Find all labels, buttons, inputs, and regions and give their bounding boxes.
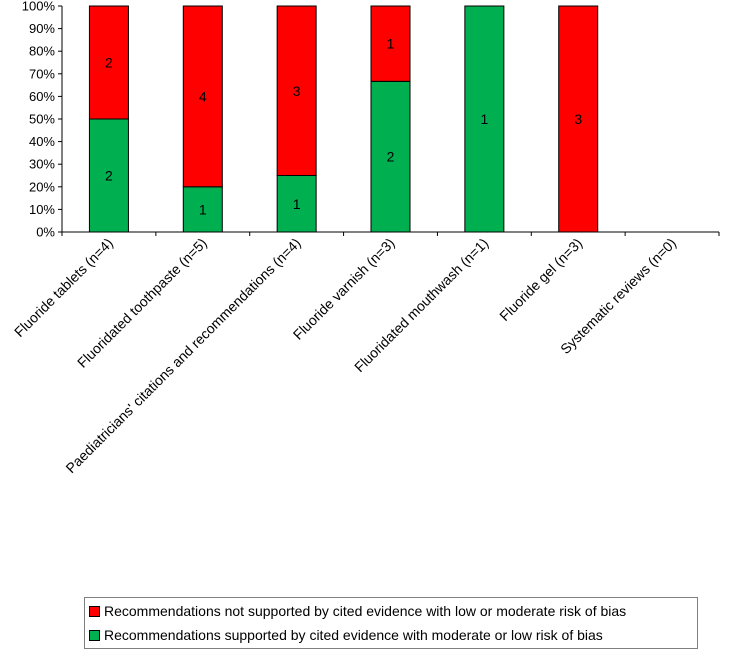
- data-label: 1: [199, 201, 207, 217]
- x-category-label: Fluoride varnish (n=3): [290, 235, 398, 343]
- data-label: 1: [480, 111, 488, 127]
- y-axis: 0% 10% 20% 30% 40% 50% 60% 70% 80% 90% 100%: [22, 0, 63, 240]
- bar-segment-supported: [464, 5, 505, 233]
- bars: 2 2 1 4 1 3 2 1 1 3: [88, 5, 599, 233]
- bar-segment-not-supported: [88, 5, 129, 120]
- y-tick-label: 30%: [29, 157, 55, 172]
- legend-label-not-supported: Recommendations not supported by cited e…: [104, 603, 627, 619]
- x-axis: Fluoride tablets (n=4)Fluoridated toothp…: [11, 231, 720, 476]
- y-tick-label: 0%: [36, 225, 55, 240]
- bar-segment-not-supported: [558, 5, 599, 233]
- bar-segment-not-supported: [370, 5, 411, 82]
- legend-item-supported: Recommendations supported by cited evide…: [89, 625, 603, 645]
- y-tick-label: 60%: [29, 89, 55, 104]
- data-label: 3: [574, 111, 582, 127]
- legend-label-supported: Recommendations supported by cited evide…: [104, 627, 603, 643]
- legend: Recommendations not supported by cited e…: [84, 597, 698, 649]
- bar-segment-not-supported: [276, 5, 317, 176]
- data-label: 3: [293, 83, 301, 99]
- x-category-label: Fluoride tablets (n=4): [11, 235, 116, 340]
- y-tick-label: 80%: [29, 44, 55, 59]
- y-tick-label: 70%: [29, 66, 55, 81]
- legend-item-not-supported: Recommendations not supported by cited e…: [89, 601, 626, 621]
- y-tick-label: 10%: [29, 202, 55, 217]
- data-label: 1: [293, 196, 301, 212]
- data-label: 2: [105, 168, 113, 184]
- bar-segment-not-supported: [182, 5, 223, 188]
- data-label: 2: [105, 55, 113, 71]
- data-label: 2: [387, 149, 395, 165]
- y-tick-label: 100%: [22, 0, 56, 14]
- stacked-bar-chart: 0% 10% 20% 30% 40% 50% 60% 70% 80% 90% 100% 2 2 1 4 1 3…: [11, 0, 720, 476]
- bar-segment-supported: [370, 80, 411, 233]
- y-tick-label: 20%: [29, 179, 55, 194]
- legend-swatch-supported: [89, 629, 100, 641]
- y-tick-label: 50%: [29, 112, 55, 127]
- data-label: 4: [199, 88, 207, 104]
- y-tick-label: 40%: [29, 134, 55, 149]
- bar-segment-supported: [88, 118, 129, 233]
- y-tick-label: 90%: [29, 21, 55, 36]
- x-category-label: Fluoride gel (n=3): [496, 235, 585, 324]
- legend-swatch-not-supported: [89, 605, 100, 617]
- data-label: 1: [387, 36, 395, 52]
